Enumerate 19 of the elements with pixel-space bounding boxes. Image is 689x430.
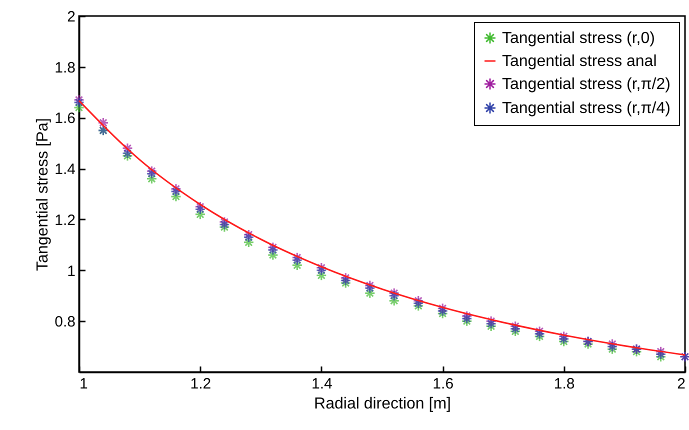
y-tick-label: 2 xyxy=(67,8,76,26)
y-tick-label: 1 xyxy=(67,262,76,280)
x-tick-label: 2 xyxy=(677,376,686,392)
x-tick-label: 1.6 xyxy=(432,376,454,392)
legend-label: Tangential stress (r,π/4) xyxy=(502,100,670,117)
x-axis-title: Radial direction [m] xyxy=(314,396,451,412)
x-tick-label: 1.2 xyxy=(190,376,212,392)
y-tick-label: 1.8 xyxy=(54,59,76,76)
y-tick-label: 1.6 xyxy=(54,110,76,128)
x-tick-label: 1 xyxy=(80,376,88,392)
y-tick-label: 0.8 xyxy=(54,314,76,331)
y-tick-label: 1.2 xyxy=(54,212,76,229)
legend-label: Tangential stress (r,0) xyxy=(502,30,655,47)
y-tick-label: 1.4 xyxy=(54,161,76,178)
legend-label: Tangential stress (r,π/2) xyxy=(502,76,670,93)
legend-label: Tangential stress anal xyxy=(502,53,657,70)
y-axis-title: Tangential stress [Pa] xyxy=(34,118,52,271)
x-tick-label: 1.4 xyxy=(311,376,332,392)
x-tick-label: 1.8 xyxy=(554,376,575,392)
